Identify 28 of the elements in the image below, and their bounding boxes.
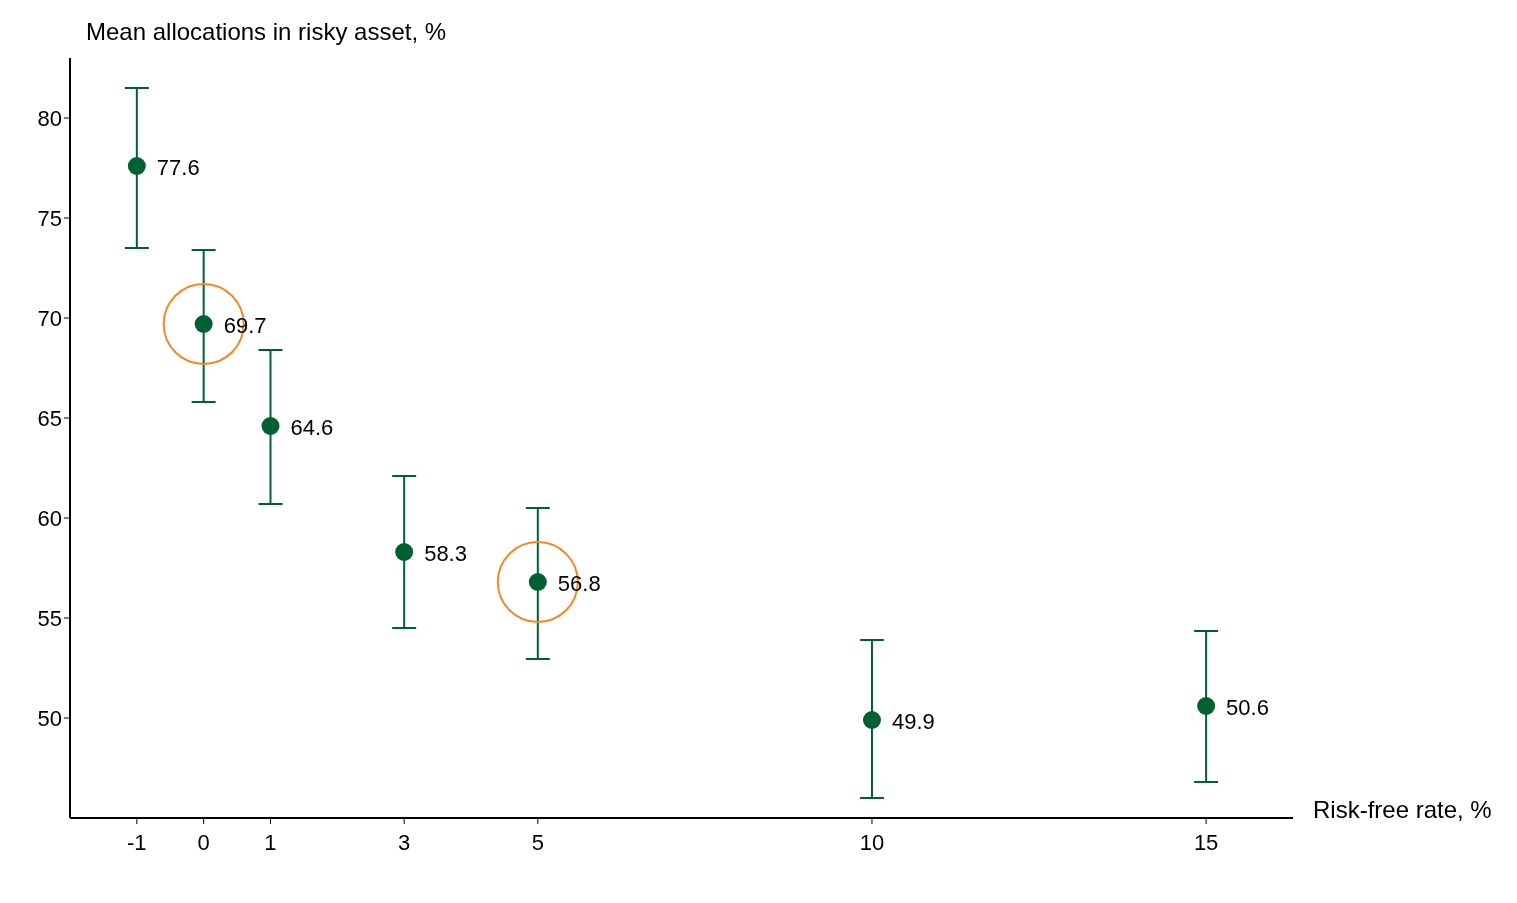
data-label: 49.9 [891, 709, 935, 734]
y-tick-label: 75 [37, 205, 62, 231]
y-tick-label: 60 [37, 505, 62, 531]
point [194, 315, 213, 333]
y-axis-title: Mean allocations in risky asset, % [86, 18, 447, 46]
data-label: 58.3 [424, 541, 467, 566]
point [127, 157, 146, 175]
x-tick-label: 15 [1193, 829, 1219, 855]
x-tick-label: 1 [264, 829, 277, 855]
x-tick-label: 3 [398, 829, 411, 855]
y-tick-label: 80 [37, 105, 62, 131]
point [261, 417, 280, 435]
data-label: 64.6 [290, 415, 334, 440]
y-tick-label: 70 [37, 305, 62, 331]
point [528, 573, 547, 591]
data-label: 50.6 [1226, 695, 1269, 720]
y-tick-label: 50 [37, 705, 62, 731]
point [1197, 697, 1216, 715]
point [862, 711, 881, 729]
x-tick-label: 0 [197, 829, 210, 855]
y-tick-label: 65 [37, 405, 62, 431]
x-tick-label: 5 [531, 829, 544, 855]
point [395, 543, 414, 561]
x-tick-label: 10 [859, 829, 885, 855]
y-tick-label: 55 [37, 605, 62, 631]
data-label: 77.6 [156, 155, 200, 180]
x-axis-title: Risk-free rate, % [1313, 796, 1492, 824]
x-tick-label: -1 [127, 829, 147, 855]
